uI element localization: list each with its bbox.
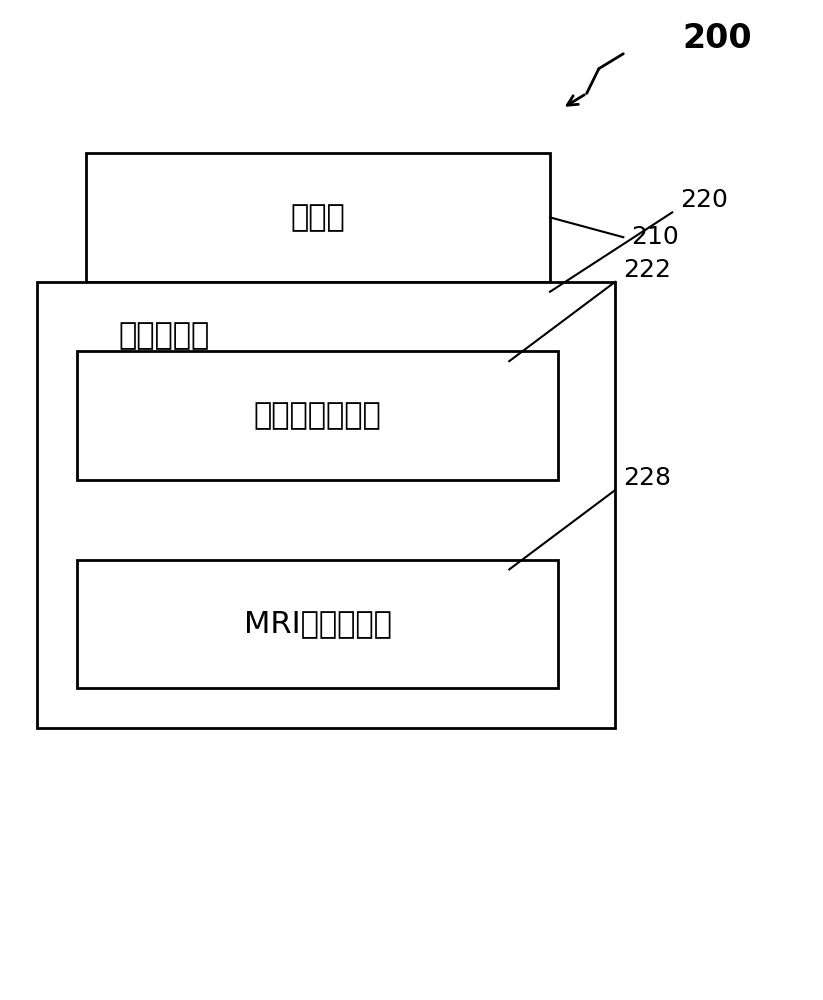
- Text: 222: 222: [623, 258, 672, 282]
- Text: 210: 210: [631, 225, 679, 249]
- Text: 运动数据获得器: 运动数据获得器: [254, 401, 382, 430]
- Text: MRI数据获得器: MRI数据获得器: [244, 609, 392, 638]
- Text: 228: 228: [623, 466, 672, 490]
- Text: 200: 200: [682, 22, 752, 55]
- Bar: [37, 282, 615, 728]
- Bar: [77, 351, 558, 480]
- Text: 220: 220: [681, 188, 728, 212]
- Text: 控制器: 控制器: [291, 203, 345, 232]
- Bar: [77, 560, 558, 688]
- Text: 图像处理器: 图像处理器: [119, 322, 210, 351]
- Bar: [86, 153, 550, 282]
